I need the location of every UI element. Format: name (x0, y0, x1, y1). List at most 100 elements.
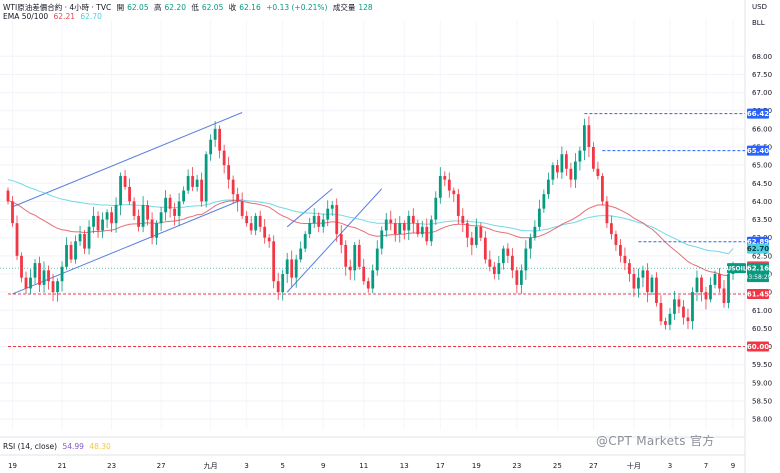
candle-body (249, 223, 253, 231)
candle-body (159, 212, 163, 224)
candle-body (623, 255, 627, 264)
candle-body (564, 154, 568, 169)
price-tick-label: 67.50 (752, 71, 772, 79)
symbol-tag-bg (727, 263, 746, 274)
candle-body (713, 273, 717, 285)
candle-body (128, 186, 131, 202)
candle-body (384, 219, 388, 231)
candle-body (641, 270, 645, 278)
time-tick-label: 7 (704, 462, 708, 470)
candle-body (110, 212, 113, 224)
candle-body (218, 128, 222, 151)
candle-body (339, 234, 343, 245)
time-tick-label: 9 (321, 462, 325, 470)
candle-body (533, 226, 537, 238)
candle-body (573, 161, 577, 180)
candle-body (42, 270, 46, 285)
price-tick-label: 68.00 (752, 53, 772, 61)
candle-body (515, 270, 519, 285)
candle-body (483, 237, 487, 260)
candle-body (447, 179, 451, 191)
candle-body (596, 168, 600, 177)
volume-value: 128 (358, 3, 373, 12)
ema-label[interactable]: EMA 50/100 (3, 12, 49, 21)
candle-body (461, 215, 465, 224)
candle-body (619, 244, 622, 256)
candle-body (411, 215, 415, 224)
candle-body (312, 215, 316, 224)
bar-countdown: 03:58:29 (745, 274, 772, 281)
candle-body (281, 273, 285, 293)
time-axis[interactable]: 19 21 23 27 九月 3 5 9 11 13 17 19 23 25 27 十月 3 7 9 (8, 461, 735, 470)
candle-body (682, 306, 685, 318)
time-tick-label: 19 (8, 462, 17, 470)
candle-body (695, 277, 699, 293)
candle-body (393, 223, 397, 235)
high-value: 62.20 (164, 3, 186, 12)
rsi-legend[interactable]: RSI (14, close) 54.99 48.30 (3, 442, 114, 451)
symbol-title[interactable]: WTI原油差價合約 · 4小時 · TVC (3, 3, 112, 12)
channel-line (12, 199, 243, 295)
candle-body (668, 313, 672, 325)
rsi-label[interactable]: RSI (14, close) (3, 442, 58, 451)
time-tick-label: 3 (244, 462, 248, 470)
candle-body (222, 150, 226, 166)
price-tick-label: 63.50 (752, 216, 772, 224)
candlestick-series (6, 116, 735, 331)
candle-body (704, 292, 708, 300)
candle-body (546, 179, 550, 195)
candle-body (6, 190, 10, 202)
candle-body (488, 259, 492, 267)
candle-body (398, 223, 402, 235)
level-tag-60.00: 60.00 (747, 343, 769, 351)
candle-body (537, 208, 541, 227)
candle-body (335, 205, 339, 235)
candle-body (326, 208, 330, 220)
candle-body (362, 266, 366, 282)
candle-body (74, 241, 77, 260)
price-tick-label: 59.50 (752, 361, 772, 369)
candle-body (186, 176, 190, 191)
candle-body (330, 205, 334, 209)
time-tick-label: 25 (553, 462, 562, 470)
candle-body (628, 263, 631, 274)
candle-body (114, 205, 118, 224)
candle-body (637, 277, 640, 289)
candle-body (560, 154, 564, 173)
current-price-tag-bg (747, 263, 769, 283)
candle-body (96, 215, 100, 231)
candle-body (213, 128, 217, 140)
candle-body (240, 201, 244, 216)
candle-body (150, 219, 154, 238)
candle-body (506, 248, 510, 256)
candle-body (38, 263, 41, 285)
candle-body (263, 226, 267, 238)
candle-body (24, 277, 28, 289)
ema-legend[interactable]: EMA 50/100 62.21 62.70 (3, 12, 105, 21)
candle-body (200, 179, 204, 202)
candle-body (425, 226, 429, 242)
candle-body (434, 197, 438, 220)
candle-body (15, 223, 19, 256)
rsi-ma-value: 48.30 (89, 442, 111, 451)
time-tick-label: 23 (107, 462, 116, 470)
candle-body (303, 234, 307, 249)
time-tick-label: 23 (512, 462, 521, 470)
price-tick-label: 64.00 (752, 198, 772, 206)
candle-body (519, 270, 523, 285)
candle-body (497, 263, 501, 274)
candle-body (195, 179, 199, 187)
symbol-legend[interactable]: WTI原油差價合約 · 4小時 · TVC 開 62.05 高 62.20 低 62.… (3, 2, 376, 13)
candle-body (204, 154, 208, 202)
candle-body (438, 176, 442, 198)
level-tag-61.45: 61.45 (747, 290, 769, 298)
price-tick-label: 64.50 (752, 180, 772, 188)
candle-body (173, 208, 177, 216)
candle-body (348, 266, 352, 271)
candle-body (321, 219, 325, 227)
ema100-tag-bg (747, 243, 769, 254)
time-tick-label: 5 (280, 462, 284, 470)
price-tick-label: 59.00 (752, 379, 772, 387)
open-value: 62.05 (127, 3, 149, 12)
